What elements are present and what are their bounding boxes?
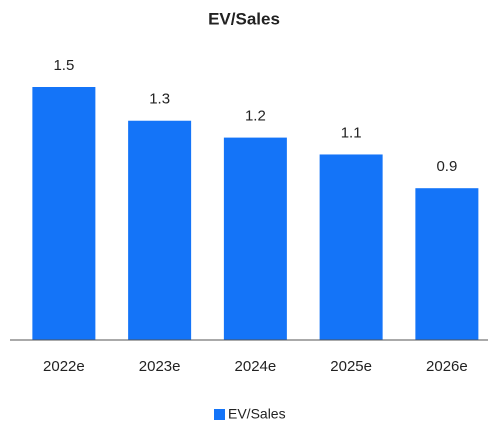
bar bbox=[32, 87, 96, 340]
legend-label: EV/Sales bbox=[228, 406, 286, 422]
data-label: 0.9 bbox=[436, 158, 457, 175]
x-tick-label: 2022e bbox=[43, 358, 85, 375]
legend-swatch bbox=[214, 409, 225, 420]
x-tick-label: 2025e bbox=[330, 358, 372, 375]
chart-title: EV/Sales bbox=[208, 9, 280, 28]
bar bbox=[128, 120, 192, 340]
x-tick-label: 2023e bbox=[139, 358, 181, 375]
data-label: 1.3 bbox=[149, 91, 170, 108]
x-tick-label: 2024e bbox=[235, 358, 277, 375]
bar bbox=[415, 188, 479, 340]
x-tick-label: 2026e bbox=[426, 358, 468, 375]
bar bbox=[319, 154, 383, 340]
data-label: 1.5 bbox=[53, 57, 74, 74]
data-label: 1.1 bbox=[341, 124, 362, 141]
bar bbox=[223, 137, 287, 340]
data-label: 1.2 bbox=[245, 108, 266, 125]
